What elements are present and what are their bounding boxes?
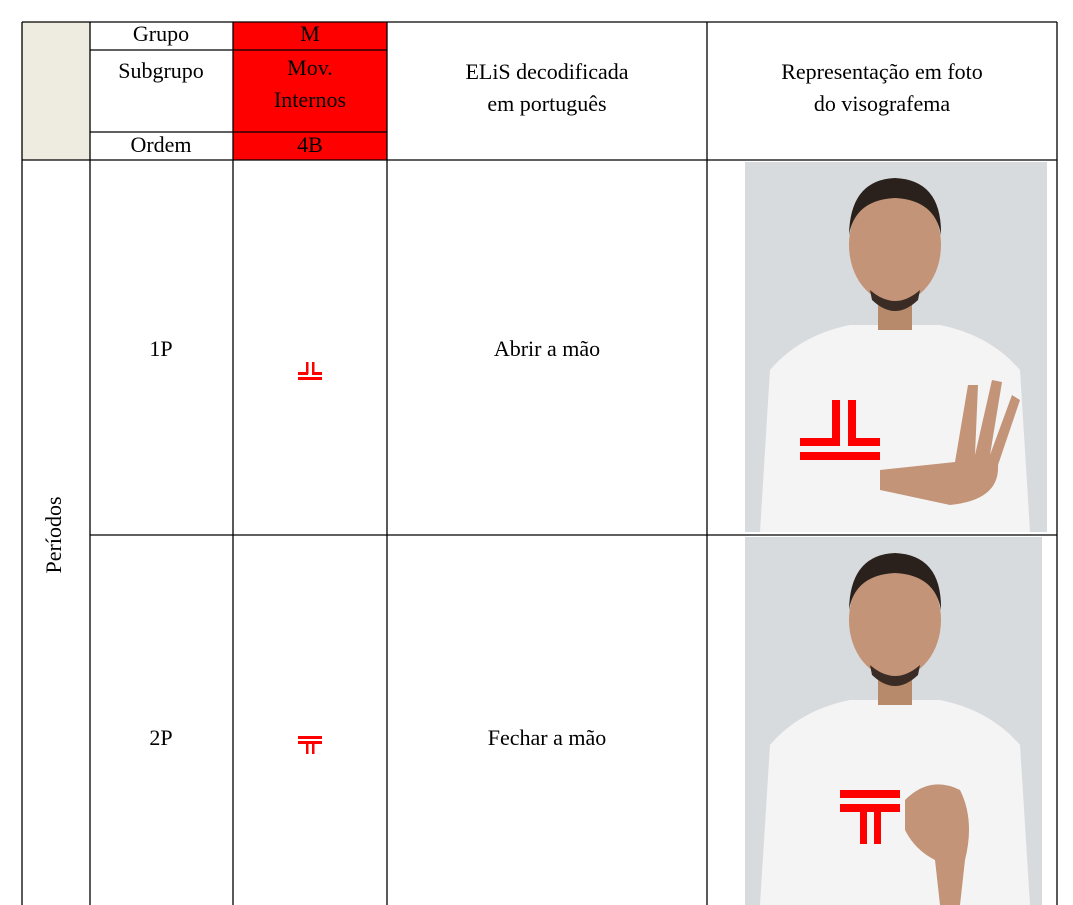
label: Ordem: [130, 132, 191, 157]
photo-2: [745, 537, 1042, 905]
value: M: [300, 21, 320, 46]
period: 1P: [149, 336, 172, 361]
column-header: Representação em foto: [781, 59, 983, 84]
period: 2P: [149, 725, 172, 750]
value: 4B: [297, 132, 323, 157]
column-header: ELiS decodificada: [465, 59, 628, 84]
column-header: do visografema: [814, 91, 950, 116]
value: Mov.: [287, 55, 333, 80]
label: Subgrupo: [118, 58, 204, 83]
side-label: Períodos: [41, 497, 66, 574]
value: Internos: [274, 87, 346, 112]
photo-1: [745, 162, 1047, 532]
red-cells: [233, 22, 387, 160]
table-grid: [21, 21, 1058, 905]
meaning: Abrir a mão: [494, 336, 600, 361]
column-header: em português: [487, 91, 606, 116]
meaning: Fechar a mão: [488, 725, 607, 750]
corner-cell: [22, 22, 90, 160]
symbol-open-hand: [298, 362, 322, 380]
label: Grupo: [133, 21, 189, 46]
symbol-closed-hand: [298, 736, 322, 754]
